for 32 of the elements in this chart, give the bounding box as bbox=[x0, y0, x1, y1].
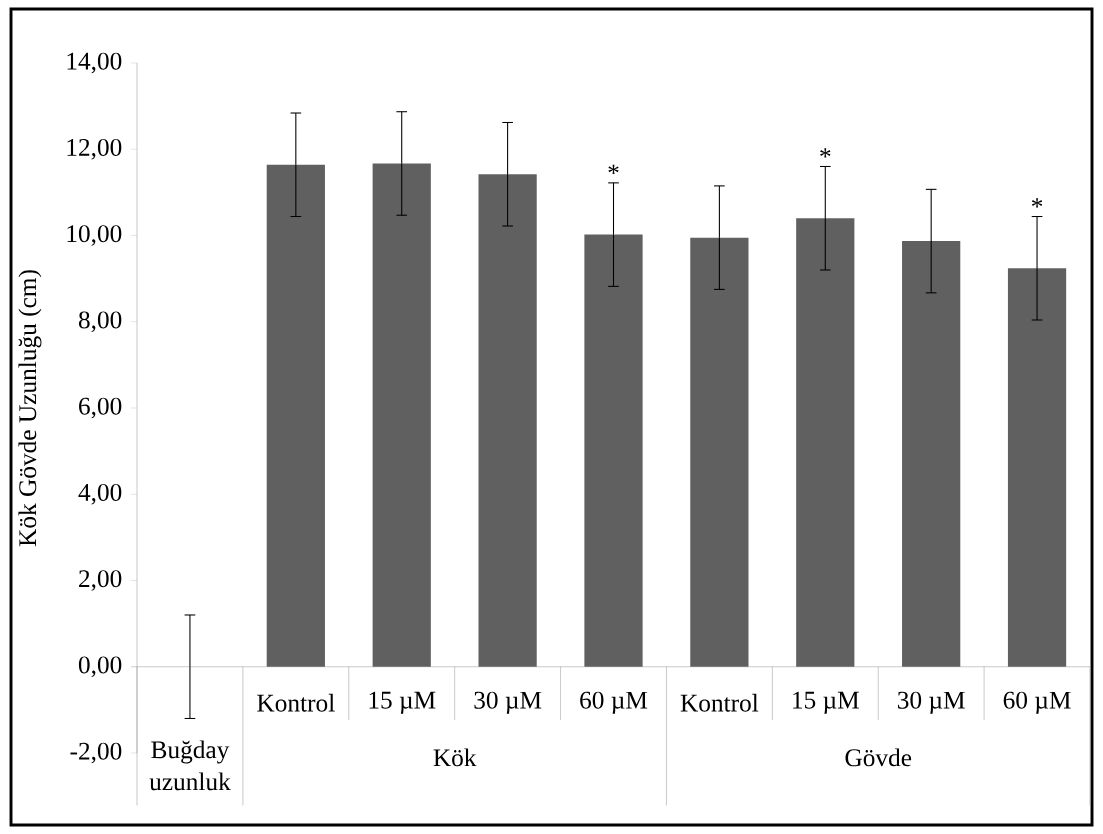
bar bbox=[1007, 268, 1067, 667]
bar bbox=[372, 163, 431, 667]
y-tick-label: 2,00 bbox=[79, 570, 122, 591]
bar bbox=[584, 234, 643, 667]
data-label: * bbox=[608, 164, 619, 174]
bar bbox=[690, 237, 749, 667]
x-tick-label: Kontrol bbox=[257, 693, 335, 712]
annotation: Kök bbox=[433, 748, 477, 767]
x-tick-label: 30 µM bbox=[474, 691, 542, 714]
x-tick-label: 15 µM bbox=[793, 691, 859, 714]
y-tick-label: 0,00 bbox=[78, 656, 122, 678]
x-tick-label: 60 µM bbox=[580, 691, 648, 714]
y-tick-label: 4,00 bbox=[78, 483, 122, 505]
x-tick-label: 15 µM bbox=[369, 691, 436, 714]
bar bbox=[902, 241, 961, 667]
x-tick-label: 30 µM bbox=[897, 691, 965, 714]
annotation: Gövde bbox=[845, 748, 912, 767]
x-tick-label: 60 µM bbox=[1003, 691, 1071, 714]
bar bbox=[266, 164, 325, 667]
x-tick-label: Buğday uzunluk bbox=[149, 740, 231, 791]
y-tick-label: 12,00 bbox=[67, 138, 122, 160]
bar bbox=[478, 174, 537, 667]
bar bbox=[796, 218, 855, 667]
y-tick-label: 6,00 bbox=[79, 397, 122, 419]
y-tick-label: 14,00 bbox=[67, 52, 122, 74]
x-tick-label: Kontrol bbox=[680, 693, 759, 712]
y-axis-title: Kök Gövde Uzunluğu (cm) bbox=[18, 270, 42, 547]
data-label: * bbox=[1031, 198, 1043, 208]
y-tick-label: 10,00 bbox=[67, 225, 122, 246]
y-tick-label: 8,00 bbox=[78, 311, 122, 333]
y-tick-label: -2,00 bbox=[70, 742, 122, 764]
data-label: * bbox=[820, 148, 831, 158]
